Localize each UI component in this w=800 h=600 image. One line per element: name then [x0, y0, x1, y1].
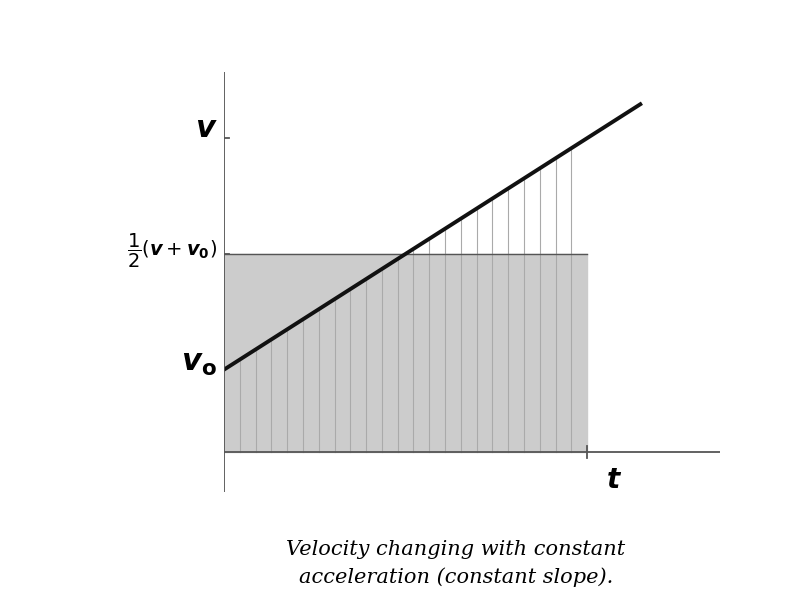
Text: $\boldsymbol{v}$: $\boldsymbol{v}$ — [194, 114, 218, 143]
Text: acceleration (constant slope).: acceleration (constant slope). — [299, 567, 613, 587]
Text: Velocity changing with constant: Velocity changing with constant — [286, 540, 626, 559]
Text: $\boldsymbol{t}$: $\boldsymbol{t}$ — [606, 466, 622, 494]
Text: $\boldsymbol{v}_{\mathbf{o}}$: $\boldsymbol{v}_{\mathbf{o}}$ — [182, 349, 218, 377]
Text: $\dfrac{1}{2}(\boldsymbol{v}+\boldsymbol{v}_{\mathbf{0}})$: $\dfrac{1}{2}(\boldsymbol{v}+\boldsymbol… — [127, 232, 218, 269]
